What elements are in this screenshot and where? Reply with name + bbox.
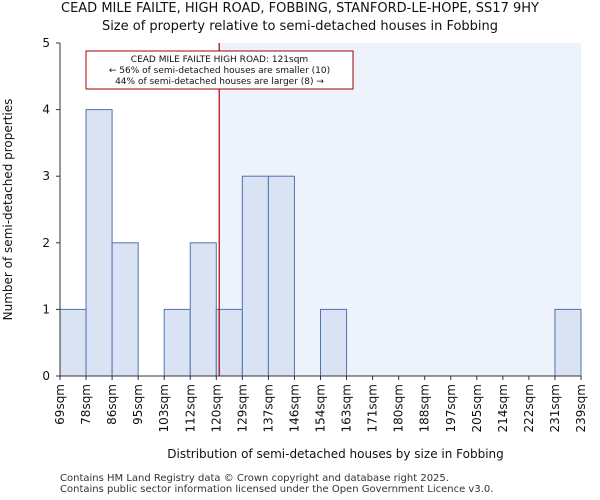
x-tick-label: 146sqm	[287, 384, 301, 432]
x-tick-label: 239sqm	[574, 384, 588, 432]
x-tick-label: 78sqm	[79, 384, 93, 425]
x-tick-label: 129sqm	[235, 384, 249, 432]
bar-103sqm	[163, 308, 191, 377]
x-tick-label: 188sqm	[418, 384, 432, 432]
x-axis-label: Distribution of semi-detached houses by …	[167, 447, 504, 461]
bar-69sqm	[59, 308, 87, 377]
y-tick-label: 2	[42, 236, 50, 250]
annotation-box: CEAD MILE FAILTE HIGH ROAD: 121sqm ← 56%…	[85, 50, 354, 90]
x-tick-label: 180sqm	[392, 384, 406, 432]
x-tick-label: 95sqm	[131, 384, 145, 425]
x-tick-label: 86sqm	[105, 384, 119, 425]
bar-129sqm	[241, 175, 269, 377]
y-tick-label: 1	[42, 302, 50, 316]
annotation-line-2: ← 56% of semi-detached houses are smalle…	[109, 66, 330, 76]
x-tick-label: 69sqm	[53, 384, 67, 425]
bar-154sqm	[320, 308, 348, 377]
annotation-line-3: 44% of semi-detached houses are larger (…	[115, 77, 324, 87]
x-tick-label: 171sqm	[366, 384, 380, 432]
x-tick-label: 222sqm	[522, 384, 536, 432]
x-tick-label: 231sqm	[548, 384, 562, 432]
y-axis-label: Number of semi-detached properties	[1, 99, 15, 321]
y-tick-label: 5	[42, 36, 50, 50]
histogram-chart: 0 1 2 3 4 5 69sqm 78sqm 86sqm 95sqm 103sqm 112sqm 1…	[1, 36, 588, 461]
x-tick-label: 214sqm	[496, 384, 510, 432]
y-tick-label: 0	[42, 369, 50, 383]
x-tick-label: 154sqm	[314, 384, 328, 432]
chart-title: CEAD MILE FAILTE, HIGH ROAD, FOBBING, ST…	[61, 1, 539, 16]
annotation-line-1: CEAD MILE FAILTE HIGH ROAD: 121sqm	[131, 55, 308, 65]
x-tick-label: 137sqm	[261, 384, 275, 432]
x-tick-label: 205sqm	[470, 384, 484, 432]
chart-subtitle: Size of property relative to semi-detach…	[101, 19, 499, 34]
bar-120sqm	[215, 308, 243, 377]
y-tick-label: 4	[42, 103, 50, 117]
x-tick-label: 112sqm	[183, 384, 197, 432]
footer-licence: Contains public sector information licen…	[60, 484, 494, 495]
x-tick-label: 163sqm	[340, 384, 354, 432]
x-tick-label: 120sqm	[209, 384, 223, 432]
bar-86sqm	[111, 242, 139, 377]
bar-112sqm	[189, 242, 217, 377]
footer-copyright: Contains HM Land Registry data © Crown c…	[60, 473, 449, 484]
bar-231sqm	[554, 308, 582, 377]
x-tick-label: 197sqm	[444, 384, 458, 432]
x-tick-label: 103sqm	[157, 384, 171, 432]
bar-137sqm	[267, 175, 295, 377]
bar-78sqm	[85, 109, 113, 377]
y-tick-label: 3	[42, 169, 50, 183]
